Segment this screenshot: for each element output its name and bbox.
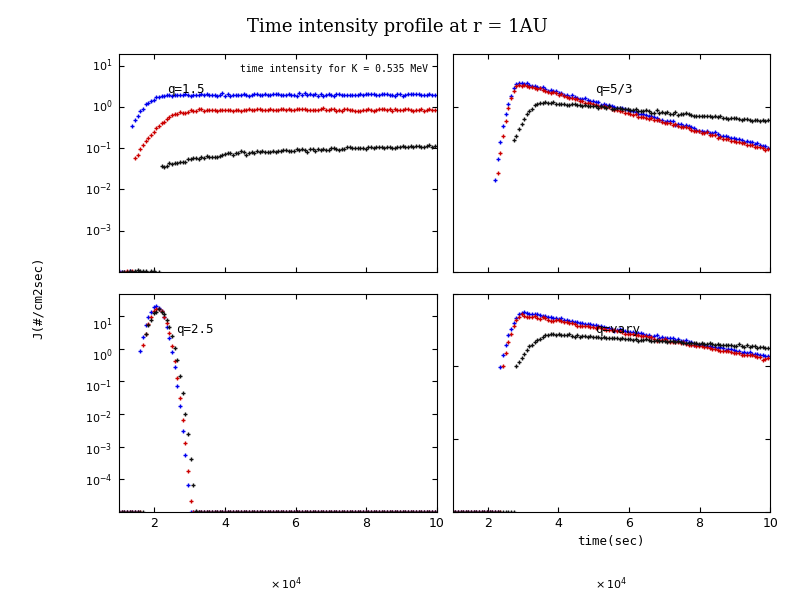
Text: q=2.5: q=2.5	[176, 323, 214, 336]
Text: q=1.5: q=1.5	[167, 83, 204, 96]
X-axis label: time(sec): time(sec)	[577, 535, 646, 548]
Text: $10^{-1}$: $10^{-1}$	[85, 379, 112, 395]
Text: $10^{-2}$: $10^{-2}$	[85, 181, 112, 198]
Text: $10^{1}$: $10^{1}$	[91, 58, 112, 74]
Text: q=vary: q=vary	[596, 323, 641, 336]
Text: time intensity for K = 0.535 MeV: time intensity for K = 0.535 MeV	[240, 64, 428, 74]
Text: q=5/3: q=5/3	[596, 83, 633, 96]
Text: $10^{0}$: $10^{0}$	[91, 99, 112, 115]
Text: $10^{-2}$: $10^{-2}$	[85, 410, 112, 427]
Text: $10^{1}$: $10^{1}$	[91, 317, 112, 333]
Text: $10^{-3}$: $10^{-3}$	[85, 223, 112, 239]
Text: $\times\,10^4$: $\times\,10^4$	[270, 576, 302, 593]
Text: $10^{0}$: $10^{0}$	[91, 347, 112, 364]
Text: J(#/cm2sec): J(#/cm2sec)	[32, 256, 44, 339]
Text: $10^{-1}$: $10^{-1}$	[85, 140, 112, 156]
Text: $10^{-3}$: $10^{-3}$	[85, 441, 112, 458]
Text: Time intensity profile at r = 1AU: Time intensity profile at r = 1AU	[247, 18, 547, 36]
Text: $10^{-4}$: $10^{-4}$	[85, 472, 112, 489]
Text: $\times\,10^4$: $\times\,10^4$	[596, 576, 627, 593]
